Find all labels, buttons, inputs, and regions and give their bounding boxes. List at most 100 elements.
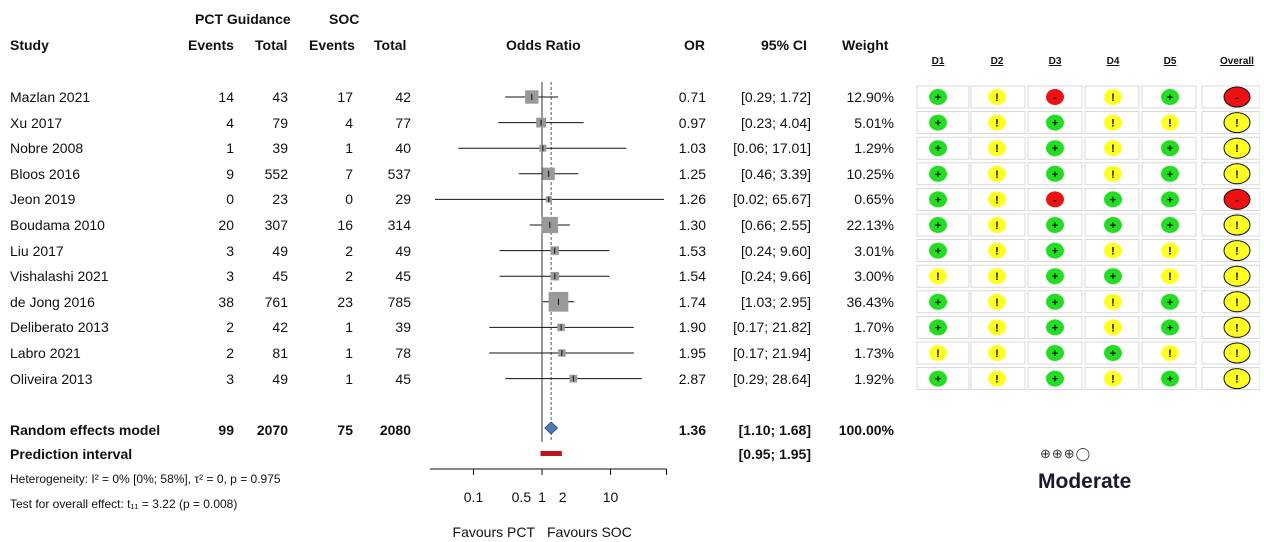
rob-judgement-icon [1223,112,1251,134]
rob-judgement-icon [1104,114,1122,131]
pooled-diamond [544,421,559,435]
rob-judgement-icon [1104,140,1122,157]
rob-symbol: + [935,297,941,309]
total1-value: 42 [272,319,288,336]
events1-value: 20 [218,217,234,233]
group1-header: PCT Guidance [195,11,291,27]
rob-judgement-icon [1223,291,1251,313]
rob-header: D2 [991,56,1004,67]
rob-judgement-icon [1161,114,1179,131]
events2-value: 1 [345,345,353,361]
x-tick-label: 1 [538,489,546,505]
heterogeneity-text: Heterogeneity: I² = 0% [0%; 58%], τ² = 0… [10,472,281,486]
ci-value: [0.24; 9.60] [740,242,811,259]
events1-value: 3 [226,268,234,285]
study-name: Xu 2017 [10,114,63,131]
or-value: 1.54 [678,268,706,285]
x-tick-label: 10 [603,489,619,505]
events2-value: 1 [345,319,353,336]
table-row: Boudama 2010 20 307 16 314 1.30 [0.66; 2.55] 22… [0,213,900,237]
events2-value: 17 [337,89,353,105]
rob-judgement-icon [1046,242,1064,259]
or-value: 1.03 [678,140,706,157]
weight-value: 5.01% [854,114,894,131]
events1-value: 4 [226,114,234,131]
rob-symbol: - [1235,194,1239,206]
total2-value: 78 [395,345,411,361]
rob-symbol: + [1167,220,1173,232]
rob-symbol: ! [995,297,999,309]
or-value: 1.95 [678,345,706,361]
total2-value: 314 [387,217,411,233]
rob-judgement-icon [988,345,1006,361]
total2-value: 40 [395,140,411,157]
rob-symbol: + [1052,374,1058,386]
rob-symbol: ! [1111,92,1115,104]
rob-symbol: + [1052,246,1058,258]
rob-symbol: + [1167,194,1173,206]
total2-value: 45 [395,370,411,387]
rob-symbol: + [935,194,941,206]
or-value: 2.87 [678,370,706,387]
prediction-row: Prediction interval [0.95; 1.95] [0,442,900,466]
total1-value: 43 [272,89,288,105]
summary-events2: 75 [337,422,353,438]
rob-symbol: ! [1235,348,1239,360]
total2-value: 537 [387,165,411,182]
rob-judgement-icon [1161,191,1179,208]
rob-symbol: ! [1235,297,1239,309]
rob-judgement-icon [929,268,947,285]
rob-judgement-icon [1161,293,1179,310]
study-header: Study [10,37,49,53]
rob-judgement-icon [929,191,947,208]
rob-symbol: + [935,322,941,334]
or-value: 0.71 [678,89,706,105]
rob-judgement-icon [1104,345,1122,361]
total1-value: 39 [272,140,288,157]
summary-total2: 2080 [379,422,411,438]
risk-of-bias-table: D1 D2 D3 D4 D5 Overall +! -! + - +! +!! ! +! +! + ! +! +! +… [916,56,1260,390]
forest-plot: 0.1 0.5 1 2 10 Favours PCT Favours SOC [430,82,667,540]
rob-symbol: ! [1235,322,1239,334]
x-tick-label: 0.5 [512,489,532,505]
rob-judgement-icon [988,242,1006,259]
events2-value: 4 [345,114,353,131]
rob-judgement-icon [929,89,947,105]
rob-judgement-icon [1046,217,1064,233]
rob-judgement-icon [1161,217,1179,233]
rob-symbol: ! [1235,169,1239,181]
rob-judgement-icon [929,165,947,182]
summary-label: Random effects model [10,422,161,438]
ci-value: [0.06; 17.01] [733,140,811,157]
rob-symbol: + [1110,271,1116,283]
weight-value: 36.43% [846,293,894,310]
weight-value: 3.00% [854,268,894,285]
ci-value: [0.24; 9.66] [740,268,811,285]
rob-judgement-icon [1046,370,1064,387]
rob-judgement-icon [1161,345,1179,361]
rob-symbol: ! [1168,271,1172,283]
total1-value: 45 [272,268,288,285]
rob-symbol: ! [1168,118,1172,130]
prediction-ci: [0.95; 1.95] [738,446,811,462]
table-row: Labro 2021 2 81 1 78 1.95 [0.17; 21.94] 1.73% [0,341,900,365]
rob-symbol: + [935,220,941,232]
rob-judgement-icon [988,89,1006,105]
study-name: Jeon 2019 [10,191,76,208]
rob-symbol: ! [1235,118,1239,130]
summary-ci: [1.10; 1.68] [738,422,811,438]
rob-header: D4 [1107,56,1120,67]
rob-symbol: ! [1111,374,1115,386]
rob-symbol: + [1052,348,1058,360]
rob-judgement-icon [1223,265,1251,287]
rob-judgement-icon [1104,242,1122,259]
rob-judgement-icon [1046,165,1064,182]
rob-judgement-icon [1104,319,1122,336]
events2-value: 0 [345,191,353,208]
summary-or: 1.36 [678,422,706,438]
rob-symbol: + [1167,92,1173,104]
rob-symbol: ! [995,169,999,181]
rob-symbol: + [935,143,941,155]
study-name: Bloos 2016 [10,165,81,182]
total2-value: 49 [395,242,411,259]
